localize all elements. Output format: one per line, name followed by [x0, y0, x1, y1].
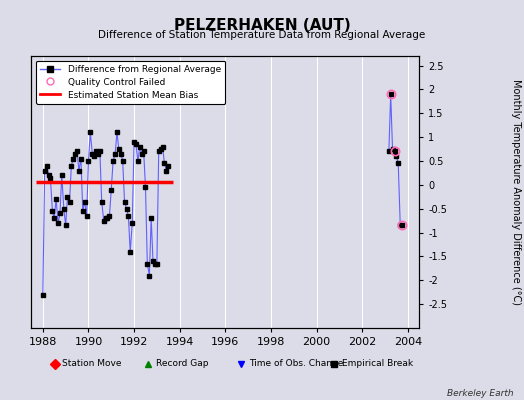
- Text: Station Move: Station Move: [62, 360, 122, 368]
- Legend: Difference from Regional Average, Quality Control Failed, Estimated Station Mean: Difference from Regional Average, Qualit…: [36, 60, 225, 104]
- Text: Time of Obs. Change: Time of Obs. Change: [248, 360, 343, 368]
- Text: Empirical Break: Empirical Break: [342, 360, 413, 368]
- Text: Difference of Station Temperature Data from Regional Average: Difference of Station Temperature Data f…: [99, 30, 425, 40]
- Text: Berkeley Earth: Berkeley Earth: [447, 389, 514, 398]
- Text: Record Gap: Record Gap: [156, 360, 208, 368]
- Text: Monthly Temperature Anomaly Difference (°C): Monthly Temperature Anomaly Difference (…: [511, 79, 521, 305]
- Text: PELZERHAKEN (AUT): PELZERHAKEN (AUT): [173, 18, 351, 33]
